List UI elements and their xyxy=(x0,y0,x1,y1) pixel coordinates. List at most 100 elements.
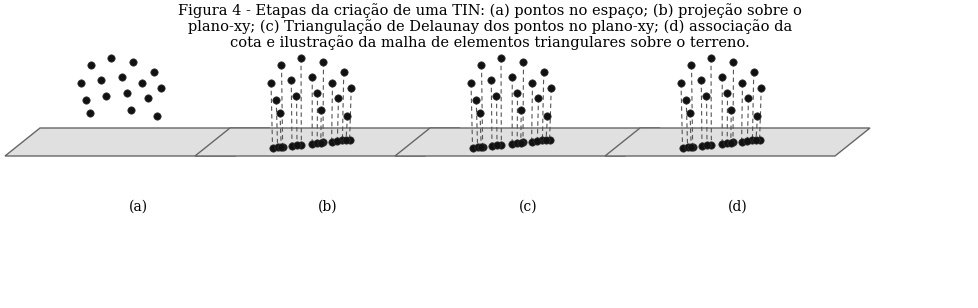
Point xyxy=(473,144,489,149)
Point xyxy=(751,137,767,142)
Point xyxy=(719,141,734,146)
Text: cota e ilustração da malha de elementos triangulares sobre o terreno.: cota e ilustração da malha de elementos … xyxy=(230,35,749,50)
Point xyxy=(529,139,545,144)
Point xyxy=(274,63,289,67)
Point xyxy=(289,94,304,99)
Point xyxy=(738,139,754,144)
Point xyxy=(745,70,761,75)
Point xyxy=(293,142,309,147)
Point xyxy=(304,141,320,146)
Point xyxy=(343,86,359,91)
Point xyxy=(693,143,709,148)
Polygon shape xyxy=(604,128,869,156)
Point xyxy=(471,111,487,116)
Point xyxy=(284,143,299,148)
Point xyxy=(514,140,530,145)
Point xyxy=(725,140,740,145)
Point xyxy=(512,107,528,112)
Point xyxy=(702,55,718,60)
Point xyxy=(268,98,284,103)
Point xyxy=(154,86,169,91)
Point xyxy=(489,143,505,148)
Point xyxy=(467,98,483,103)
Point xyxy=(263,80,279,85)
Point xyxy=(510,91,525,95)
Point xyxy=(698,143,714,148)
Point xyxy=(99,94,114,99)
Point xyxy=(292,55,308,60)
Point xyxy=(334,138,350,143)
Point xyxy=(289,143,304,148)
Point xyxy=(324,139,339,144)
Point xyxy=(538,138,554,143)
Point xyxy=(484,143,500,148)
Point xyxy=(103,55,118,60)
Point xyxy=(684,144,699,149)
Point xyxy=(749,114,765,119)
Point xyxy=(747,138,763,143)
Point xyxy=(678,98,693,103)
Point xyxy=(335,70,351,75)
Point xyxy=(714,141,730,146)
Point xyxy=(524,80,540,85)
Point xyxy=(469,145,485,150)
Point xyxy=(703,142,719,147)
Point xyxy=(275,144,290,149)
Point xyxy=(141,95,156,100)
Point xyxy=(119,91,135,95)
Point xyxy=(679,145,694,150)
Point xyxy=(530,95,546,100)
Point xyxy=(674,145,689,150)
Point xyxy=(273,144,289,149)
Point xyxy=(523,139,539,144)
Point xyxy=(474,144,490,149)
Point xyxy=(264,145,280,150)
Text: (a): (a) xyxy=(128,200,148,214)
Point xyxy=(473,63,489,67)
Point xyxy=(682,111,697,116)
Point xyxy=(698,94,714,99)
Point xyxy=(125,59,141,64)
Polygon shape xyxy=(195,128,460,156)
Point xyxy=(543,86,558,91)
Point xyxy=(539,114,555,119)
Point xyxy=(504,75,519,79)
Point xyxy=(283,78,298,83)
Text: (d): (d) xyxy=(728,200,747,214)
Point xyxy=(78,98,94,103)
Polygon shape xyxy=(5,128,270,156)
Point xyxy=(114,75,130,79)
Point xyxy=(463,80,478,85)
Point xyxy=(493,142,509,147)
Point xyxy=(683,144,698,149)
Point xyxy=(465,145,480,150)
Point xyxy=(504,141,519,146)
Text: (b): (b) xyxy=(318,200,337,214)
Point xyxy=(714,75,730,79)
Point xyxy=(135,80,151,85)
Point xyxy=(331,95,346,100)
Point xyxy=(150,114,165,119)
Point xyxy=(734,80,749,85)
Point xyxy=(315,59,331,64)
Point xyxy=(753,86,769,91)
Point xyxy=(692,78,708,83)
Point xyxy=(330,139,345,144)
Point xyxy=(534,138,550,143)
Point xyxy=(325,80,340,85)
Point xyxy=(483,78,499,83)
Point xyxy=(309,141,325,146)
Text: Figura 4 - Etapas da criação de uma TIN: (a) pontos no espaço; (b) projeção sobr: Figura 4 - Etapas da criação de uma TIN:… xyxy=(178,3,801,18)
Point xyxy=(719,91,734,95)
Point xyxy=(493,55,509,60)
Point xyxy=(512,140,528,145)
Point xyxy=(146,70,161,75)
Point xyxy=(722,140,737,145)
Point xyxy=(515,59,531,64)
Point xyxy=(341,137,357,142)
Point xyxy=(337,138,353,143)
Point xyxy=(315,140,331,145)
Text: plano-xy; (c) Triangulação de Delaunay dos pontos no plano-xy; (d) associação da: plano-xy; (c) Triangulação de Delaunay d… xyxy=(188,19,791,34)
Point xyxy=(309,91,325,95)
Point xyxy=(304,75,320,79)
